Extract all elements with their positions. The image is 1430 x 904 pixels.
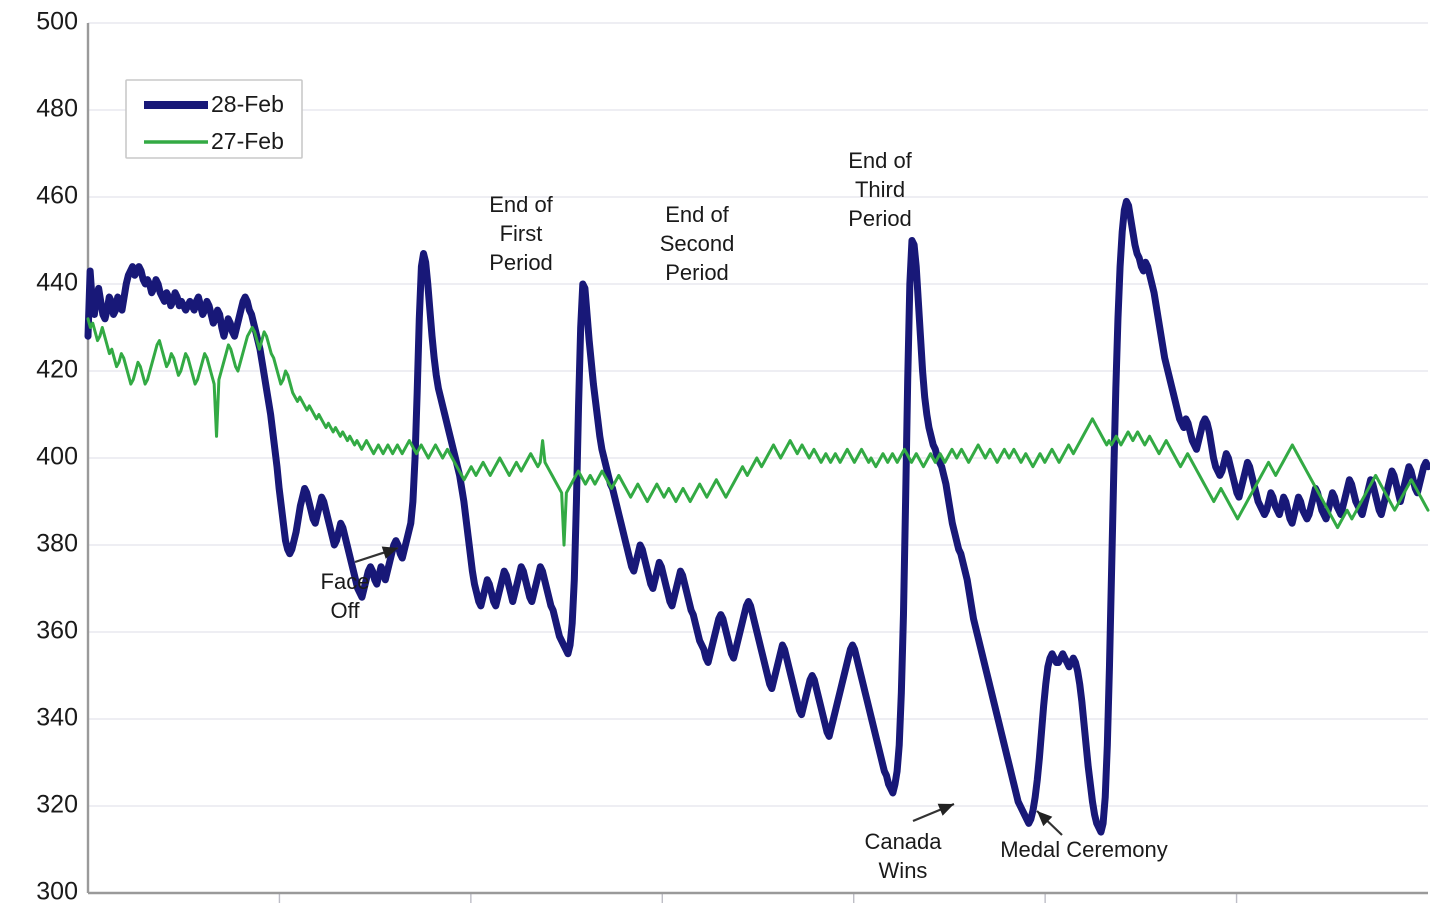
- y-axis-label-320: 320: [36, 791, 78, 819]
- annotation-label-canada-wins: Canada: [864, 829, 942, 854]
- annotation-label-face-off: Face: [321, 569, 370, 594]
- annotation-arrowhead-medal-ceremony: [1037, 811, 1053, 827]
- y-axis-labels-group: 500 480 460 440 420 400 380 360 340 320 300: [36, 8, 78, 904]
- annotation-label-canada-wins: Wins: [879, 858, 928, 883]
- y-axis-label-360: 360: [36, 617, 78, 645]
- y-axis-label-460: 460: [36, 182, 78, 210]
- annotation-label-medal-ceremony: Medal Ceremony: [1000, 837, 1168, 862]
- annotation-label-end-of-second-period: Period: [665, 260, 729, 285]
- annotation-end-of-third-period: End of Third Period: [848, 148, 912, 231]
- chart-legend[interactable]: 28-Feb 27-Feb: [125, 79, 303, 159]
- y-axis-label-440: 440: [36, 269, 78, 297]
- annotation-face-off: Face Off: [321, 546, 399, 623]
- series-group: [84, 197, 1430, 836]
- x-tickmarks-group: [278, 893, 1238, 903]
- annotation-end-of-second-period: End of Second Period: [660, 202, 735, 285]
- y-axis-label-380: 380: [36, 530, 78, 558]
- annotation-end-of-first-period: End of First Period: [489, 192, 553, 275]
- y-axis-label-420: 420: [36, 356, 78, 384]
- annotation-label-end-of-second-period: Second: [660, 231, 735, 256]
- annotation-label-end-of-second-period: End of: [665, 202, 729, 227]
- annotation-label-face-off: Off: [331, 598, 361, 623]
- annotation-label-end-of-third-period: Period: [848, 206, 912, 231]
- series-line-27-feb: [86, 317, 1430, 547]
- legend-label-28-feb: 28-Feb: [211, 91, 284, 117]
- y-axis-label-500: 500: [36, 8, 78, 36]
- annotation-medal-ceremony: Medal Ceremony: [1000, 810, 1168, 862]
- y-axis-label-400: 400: [36, 443, 78, 471]
- annotations-group: Face Off End of First Period End of Second Peri…: [321, 148, 1168, 883]
- annotation-arrowhead-face-off: [381, 546, 398, 559]
- y-axis-label-480: 480: [36, 95, 78, 123]
- y-axis-label-340: 340: [36, 704, 78, 732]
- annotation-label-end-of-first-period: First: [500, 221, 543, 246]
- series-line-28-feb: [84, 197, 1430, 836]
- annotation-canada-wins: Canada Wins: [864, 802, 955, 883]
- annotation-arrowhead-canada-wins: [937, 803, 954, 816]
- annotation-label-end-of-first-period: Period: [489, 250, 553, 275]
- annotation-label-end-of-third-period: End of: [848, 148, 912, 173]
- legend-label-27-feb: 27-Feb: [211, 128, 284, 154]
- annotation-label-end-of-third-period: Third: [855, 177, 905, 202]
- legend-box: [125, 79, 303, 159]
- y-axis-label-300: 300: [36, 878, 78, 904]
- annotation-label-end-of-first-period: End of: [489, 192, 553, 217]
